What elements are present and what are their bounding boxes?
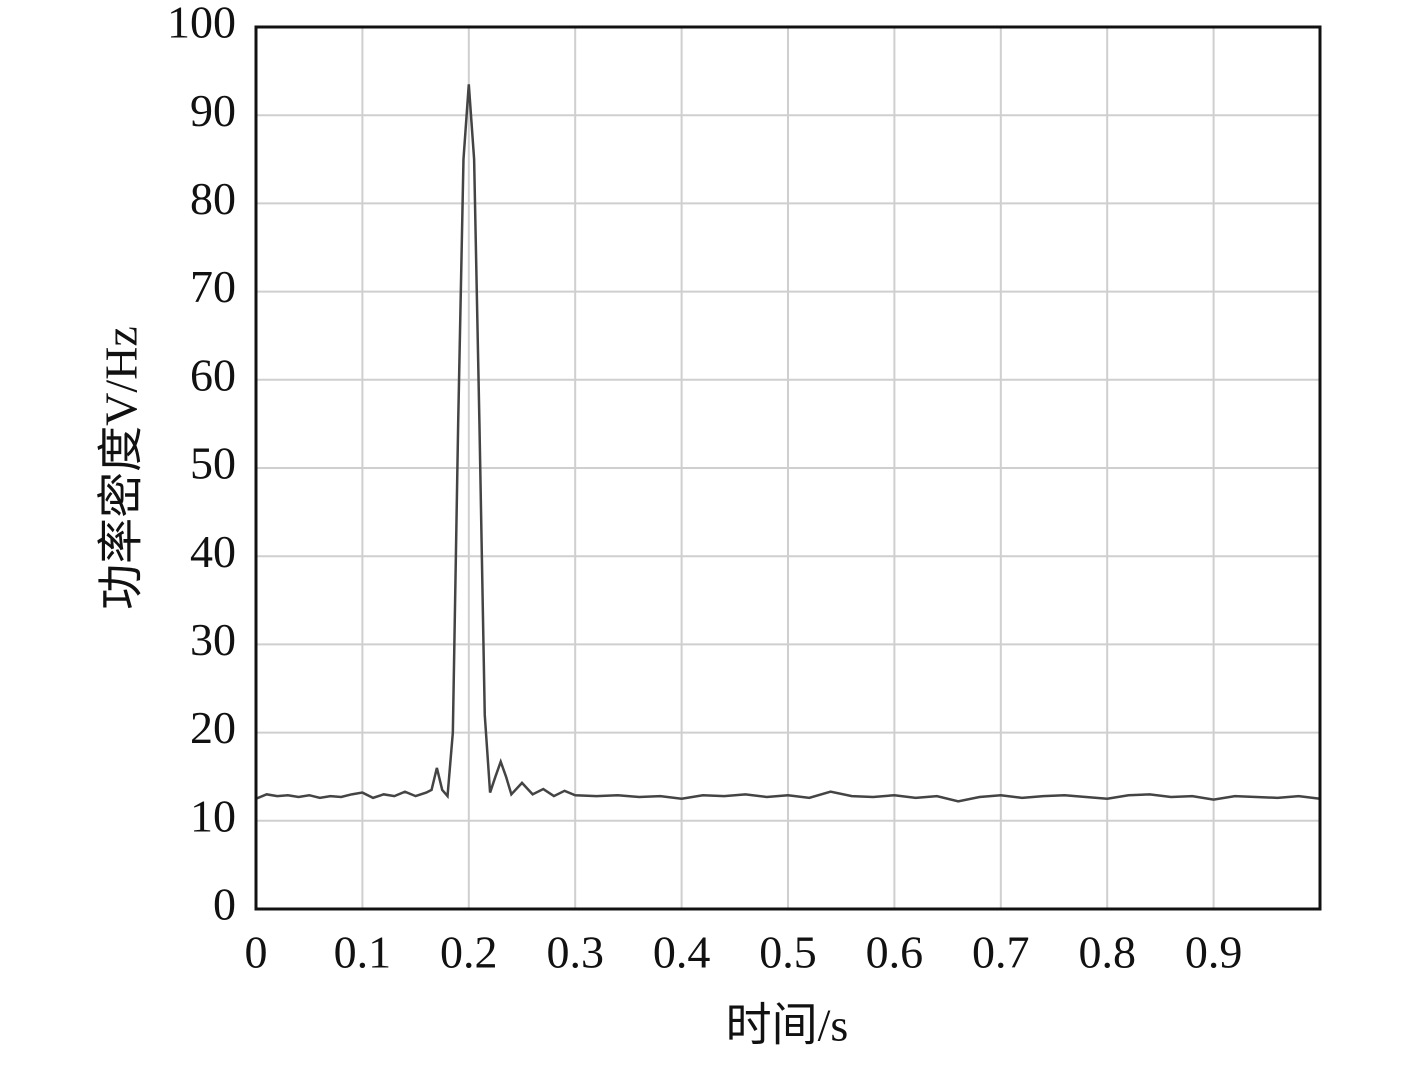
x-tick-label: 0.6 xyxy=(866,927,924,978)
y-tick-label: 50 xyxy=(190,438,236,489)
y-tick-label: 20 xyxy=(190,702,236,753)
x-tick-label: 0 xyxy=(245,927,268,978)
plot-frame xyxy=(254,25,1322,911)
y-tick-label: 30 xyxy=(190,614,236,665)
y-tick-label: 90 xyxy=(190,85,236,136)
line-series xyxy=(255,84,1321,803)
y-tick-label: 10 xyxy=(190,790,236,841)
x-tick-label: 0.1 xyxy=(334,927,392,978)
x-tick-label: 0.7 xyxy=(972,927,1030,978)
x-tick-label: 0.5 xyxy=(759,927,817,978)
x-tick-label: 0.3 xyxy=(546,927,604,978)
x-tick-label: 0.2 xyxy=(440,927,498,978)
y-tick-label: 80 xyxy=(190,173,236,224)
x-axis-label: 时间/s xyxy=(726,1000,849,1051)
x-tick-label: 0.9 xyxy=(1185,927,1243,978)
y-axis-label: 功率密度V/Hz xyxy=(96,326,147,610)
x-tick-label: 0.8 xyxy=(1078,927,1136,978)
x-tick-label: 0.4 xyxy=(653,927,711,978)
y-tick-label: 60 xyxy=(190,349,236,400)
y-tick-label: 100 xyxy=(167,0,236,48)
y-tick-label: 40 xyxy=(190,526,236,577)
y-tick-label: 0 xyxy=(213,879,236,930)
y-tick-label: 70 xyxy=(190,261,236,312)
